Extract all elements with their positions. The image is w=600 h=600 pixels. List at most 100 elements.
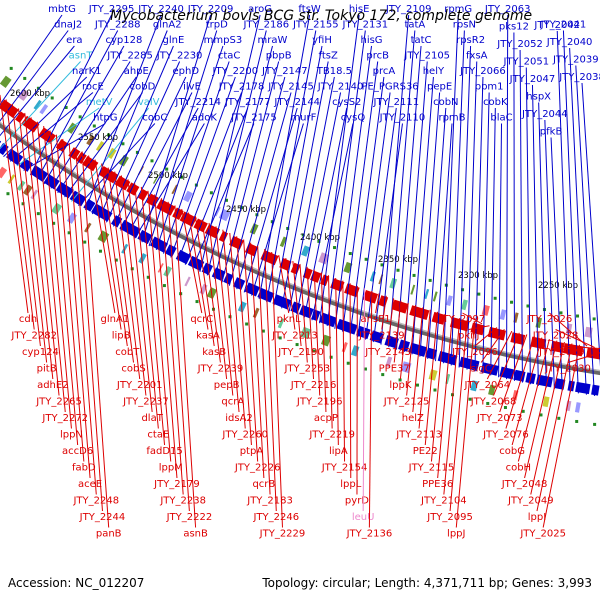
tick-dot	[6, 192, 10, 196]
tick-dot	[114, 258, 118, 262]
tick-dot	[363, 367, 367, 371]
reverse-gene-track-segment	[290, 262, 301, 275]
forward-gene-leader	[148, 30, 218, 247]
function-track-outer-block	[16, 180, 26, 191]
function-track-outer-block	[252, 307, 260, 319]
reverse-gene-leader	[140, 186, 166, 446]
forward-gene-leader	[435, 123, 453, 362]
forward-gene-leader	[303, 107, 348, 318]
tick-dot	[36, 212, 40, 216]
forward-gene-label: TB18.5	[316, 66, 352, 77]
function-track-outer-block	[277, 317, 285, 329]
forward-gene-leader	[16, 107, 100, 167]
tick-dot	[146, 275, 150, 279]
reverse-gene-leader	[406, 305, 417, 396]
forward-gene-track-segment	[535, 374, 553, 388]
reverse-gene-label: JTY_2048	[501, 479, 548, 490]
function-track-outer-block	[574, 402, 581, 413]
forward-gene-label: JTY_2040	[546, 37, 593, 48]
function-track-inner-block	[152, 174, 160, 184]
forward-gene-label: JTY_2063	[484, 4, 531, 15]
forward-gene-leader	[163, 61, 230, 254]
reverse-gene-label: JTY_2095	[426, 512, 473, 523]
reverse-gene-label: lppK	[389, 380, 411, 391]
forward-gene-leader	[105, 61, 181, 223]
forward-gene-label: JTY_2230	[156, 51, 203, 62]
forward-gene-leader	[388, 30, 416, 348]
reverse-gene-leader	[524, 340, 558, 479]
function-track-inner-block	[389, 277, 398, 289]
forward-gene-label: hspX	[526, 92, 551, 103]
reverse-gene-label: JTY_2222	[166, 512, 213, 523]
forward-gene-label: asnT	[69, 51, 94, 62]
reverse-gene-track-segment	[156, 199, 176, 216]
reverse-gene-leader	[292, 260, 302, 347]
reverse-gene-label: qcrB	[252, 479, 275, 490]
reverse-gene-leader	[443, 317, 461, 495]
reverse-gene-label: lipA	[329, 446, 348, 457]
function-track-outer-block	[7, 174, 16, 185]
reverse-gene-label: cyp124	[22, 347, 59, 358]
forward-gene-leader	[184, 107, 249, 265]
reverse-gene-label: JTY_2226	[234, 463, 281, 474]
forward-gene-label: pfkB	[540, 127, 563, 138]
forward-gene-leader	[0, 14, 63, 106]
forward-gene-label: JTY_2105	[403, 51, 450, 62]
tick-dot	[92, 124, 96, 128]
forward-gene-leader	[258, 14, 311, 299]
forward-gene-leader	[50, 61, 131, 189]
forward-gene-label: cobC	[142, 113, 167, 124]
forward-gene-leader	[458, 45, 472, 368]
reverse-gene-leader	[194, 215, 215, 347]
tick-dot	[195, 300, 199, 304]
forward-gene-leader	[357, 92, 391, 337]
function-track-inner-block	[249, 223, 259, 235]
reverse-gene-label: ansP1	[361, 314, 391, 325]
position-label: 2450 kbp	[226, 205, 266, 215]
reverse-gene-label: qcrA	[221, 397, 244, 408]
forward-gene-label: ahpE	[124, 66, 149, 77]
reverse-gene-label: qcrC	[190, 314, 213, 325]
tick-dot	[179, 175, 183, 179]
tick-dot	[52, 221, 56, 225]
forward-gene-leader	[575, 65, 595, 397]
reverse-gene-leader	[437, 315, 453, 479]
forward-gene-track-segment	[591, 384, 600, 396]
tick-dot	[493, 296, 497, 300]
reverse-gene-leader	[342, 280, 346, 462]
reverse-gene-label: JTY_2237	[122, 397, 169, 408]
forward-gene-track-segment	[575, 381, 591, 395]
reverse-gene-label: cobT	[115, 347, 140, 358]
forward-gene-label: pepE	[427, 82, 452, 93]
forward-gene-leader	[228, 76, 286, 286]
reverse-gene-leader	[430, 313, 446, 462]
forward-gene-track-segment	[272, 294, 292, 310]
reverse-gene-leader	[285, 258, 296, 330]
tick-dot	[9, 66, 13, 70]
function-track-inner-block	[446, 295, 453, 307]
forward-gene-label: rpsN	[453, 20, 476, 31]
reverse-gene-leader	[107, 167, 135, 363]
reverse-gene-label: JTY_2076	[482, 430, 529, 441]
reverse-gene-leader	[222, 229, 240, 413]
tick-dot	[64, 105, 68, 109]
reverse-gene-leader	[393, 300, 402, 363]
forward-gene-label: JTY_2144	[273, 97, 320, 108]
reverse-gene-track-segment	[510, 332, 526, 345]
forward-gene-leader	[506, 14, 509, 380]
reverse-gene-label: ptpA	[240, 446, 264, 457]
forward-gene-track-segment	[0, 140, 2, 144]
forward-gene-label: helY	[423, 66, 445, 77]
reverse-gene-label: pitB	[37, 364, 57, 375]
forward-gene-label: JTY_2145	[267, 82, 314, 93]
forward-gene-label: pbpB	[266, 51, 292, 62]
forward-gene-leader	[581, 82, 600, 367]
reverse-gene-leader	[299, 263, 308, 363]
tick-dot	[50, 96, 54, 100]
forward-gene-label: JTY_2155	[292, 20, 339, 31]
reverse-gene-leader	[306, 266, 315, 380]
forward-gene-leader	[43, 45, 125, 185]
forward-gene-label: JTY_2214	[174, 97, 221, 108]
reverse-gene-label: JTY_2025	[519, 529, 566, 540]
